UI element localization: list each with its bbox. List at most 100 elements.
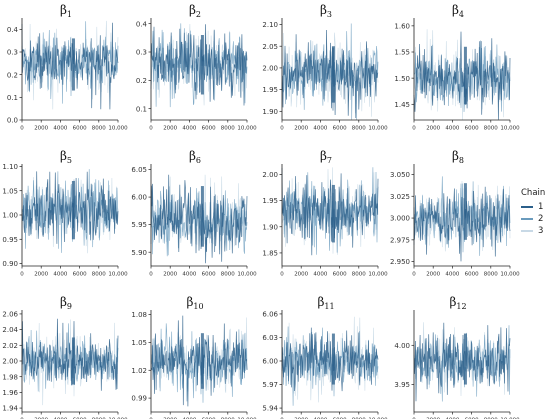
chain-legend: Chain 1 2 3 bbox=[521, 188, 550, 237]
panel-10: β10 0.99 1.02 1.05 1.08 0 2000 4000 6000 800010,0… bbox=[131, 295, 257, 419]
x-tick-label: 10,000 bbox=[368, 272, 388, 278]
x-tick-label: 2000 bbox=[163, 126, 177, 132]
y-tick-label: 1.10 bbox=[2, 163, 18, 171]
trace-chain-1 bbox=[281, 167, 379, 256]
x-tick-label: 8000 bbox=[484, 418, 498, 419]
x-tick-label: 2000 bbox=[34, 126, 48, 132]
trace-stripe bbox=[200, 333, 204, 389]
x-tick-label: 4000 bbox=[182, 272, 196, 278]
y-tick-label: 3.95 bbox=[394, 381, 410, 389]
x-tick-label: 8000 bbox=[352, 418, 366, 419]
x-tick-label: 0 bbox=[20, 272, 24, 278]
x-tick-label: 6000 bbox=[202, 126, 216, 132]
y-tick-label: 0.3 bbox=[136, 49, 147, 57]
y-tick-label: 2.00 bbox=[2, 358, 18, 366]
y-tick-label: 2.00 bbox=[262, 171, 278, 179]
y-tick-label: 6.06 bbox=[262, 311, 278, 319]
panel-8: β8 2.950 2.975 3.000 3.025 3.050 0 2000 4000 6000… bbox=[390, 149, 520, 278]
x-tick-label: 2000 bbox=[163, 418, 177, 419]
y-tick-label: 1.45 bbox=[394, 101, 410, 109]
trace-chain-1 bbox=[21, 318, 119, 391]
x-tick-label: 6000 bbox=[73, 126, 87, 132]
y-tick-label: 2.04 bbox=[2, 326, 18, 334]
x-tick-label: 10,000 bbox=[500, 126, 520, 132]
trace-chain-1 bbox=[150, 174, 248, 264]
y-tick-label: 1.95 bbox=[262, 197, 278, 205]
trace-chain-1 bbox=[281, 327, 379, 392]
trace-stripe bbox=[331, 46, 335, 103]
x-tick-label: 0 bbox=[280, 126, 284, 132]
y-tick-label: 0.3 bbox=[7, 49, 18, 57]
trace-chain-1 bbox=[150, 315, 248, 407]
panel-1: β1 0.0 0.1 0.2 0.3 0.4 0 2000 4000 6000 8000 10,000 bbox=[7, 3, 128, 132]
y-tick-label: 3.025 bbox=[390, 193, 410, 201]
y-tick-label: 2.02 bbox=[2, 342, 18, 350]
x-tick-label: 2000 bbox=[294, 126, 308, 132]
trace-stripe bbox=[331, 184, 335, 243]
y-tick-label: 0.95 bbox=[2, 236, 18, 244]
y-tick-label: 5.95 bbox=[131, 221, 147, 229]
panel-4: β4 1.45 1.50 1.55 1.60 0 2000 4000 6000 8000 10,00… bbox=[394, 3, 520, 132]
x-tick-label: 10,000 bbox=[368, 418, 388, 419]
legend-label-1: 1 bbox=[538, 202, 544, 212]
x-tick-label: 8000 bbox=[352, 126, 366, 132]
x-tick-label: 8000 bbox=[92, 126, 106, 132]
y-tick-label: 1.94 bbox=[2, 405, 18, 413]
x-tick-label: 6000 bbox=[333, 418, 347, 419]
x-tick-label: 10,000 bbox=[108, 126, 128, 132]
trace-stripe bbox=[463, 46, 467, 105]
x-tick-label: 2000 bbox=[426, 272, 440, 278]
x-tick-label: 8000 bbox=[484, 272, 498, 278]
legend-label-2: 2 bbox=[538, 214, 544, 224]
x-tick-label: 10,000 bbox=[237, 126, 257, 132]
x-tick-label: 0 bbox=[280, 272, 284, 278]
trace-chain-1 bbox=[21, 171, 119, 244]
y-tick-label: 0.4 bbox=[7, 26, 19, 34]
panel-title: β4 bbox=[452, 3, 464, 19]
trace-chain-1 bbox=[281, 29, 379, 119]
x-tick-label: 8000 bbox=[484, 126, 498, 132]
y-tick-label: 0.0 bbox=[7, 117, 18, 125]
x-tick-label: 6000 bbox=[333, 272, 347, 278]
y-tick-label: 1.90 bbox=[262, 108, 278, 116]
x-tick-label: 6000 bbox=[333, 126, 347, 132]
y-tick-label: 2.10 bbox=[262, 21, 278, 29]
x-tick-label: 8000 bbox=[221, 418, 235, 419]
panel-title: β1 bbox=[60, 3, 72, 19]
legend-item-chain-3: 3 bbox=[521, 225, 550, 237]
panel-title: β5 bbox=[60, 149, 72, 165]
trace-stripe bbox=[463, 333, 467, 385]
x-tick-label: 4000 bbox=[53, 272, 67, 278]
x-tick-label: 10,000 bbox=[368, 126, 388, 132]
x-tick-label: 8000 bbox=[92, 272, 106, 278]
x-tick-label: 4000 bbox=[182, 126, 196, 132]
x-tick-label: 4000 bbox=[445, 418, 459, 419]
x-tick-label: 10,000 bbox=[108, 418, 128, 419]
y-tick-label: 6.00 bbox=[262, 358, 278, 366]
y-tick-label: 6.03 bbox=[262, 334, 278, 342]
x-tick-label: 0 bbox=[412, 126, 416, 132]
x-tick-label: 10,000 bbox=[108, 272, 128, 278]
y-tick-label: 0.4 bbox=[136, 20, 148, 28]
x-tick-label: 0 bbox=[20, 418, 24, 419]
y-tick-label: 2.950 bbox=[390, 258, 410, 266]
y-tick-label: 1.02 bbox=[131, 367, 147, 375]
y-tick-label: 1.96 bbox=[2, 389, 18, 397]
legend-item-chain-2: 2 bbox=[521, 213, 550, 225]
y-tick-label: 3.000 bbox=[390, 215, 410, 223]
y-tick-label: 1.98 bbox=[2, 373, 18, 381]
y-tick-label: 1.95 bbox=[262, 86, 278, 94]
panel-title: β11 bbox=[317, 295, 334, 311]
x-tick-label: 6000 bbox=[202, 418, 216, 419]
trace-stripe bbox=[71, 337, 75, 385]
y-tick-label: 2.06 bbox=[2, 311, 18, 319]
trace-chain-1 bbox=[413, 186, 511, 262]
x-tick-label: 8000 bbox=[221, 126, 235, 132]
trace-chain-1 bbox=[413, 322, 511, 402]
trace-stripe bbox=[71, 181, 75, 240]
panel-2: β2 0.1 0.2 0.3 0.4 0 2000 4000 6000 8000 10,000 bbox=[136, 3, 257, 132]
y-tick-label: 1.05 bbox=[2, 187, 18, 195]
panel-7: β7 1.85 1.90 1.95 2.00 0 2000 4000 6000 8000 10,00… bbox=[262, 149, 388, 278]
x-tick-label: 4000 bbox=[445, 126, 459, 132]
